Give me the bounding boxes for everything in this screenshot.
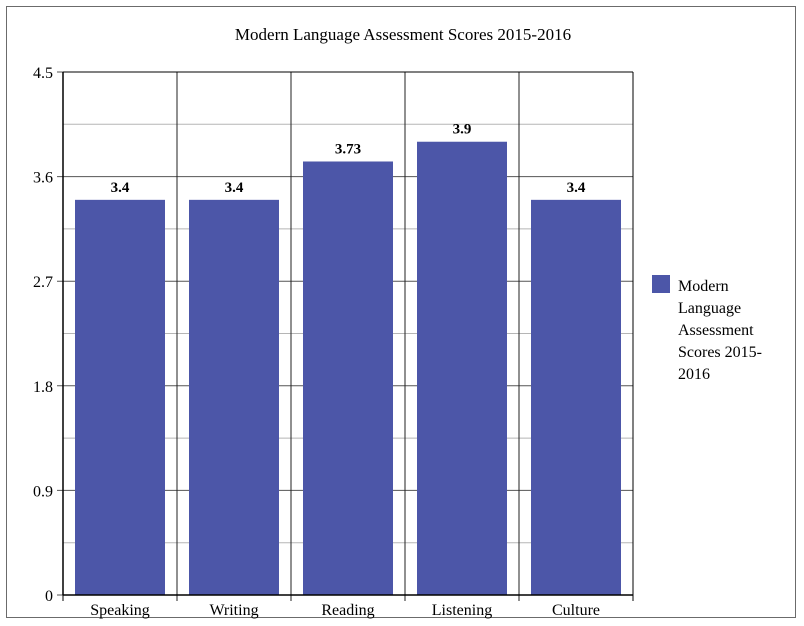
y-tick-labels: 0 0.9 1.8 2.7 3.6 4.5 xyxy=(33,65,53,605)
data-label-listening: 3.9 xyxy=(453,122,472,138)
chart-title: Modern Language Assessment Scores 2015-2… xyxy=(235,25,571,44)
bars xyxy=(75,141,621,596)
x-tick-label-speaking: Speaking xyxy=(90,602,150,619)
data-label-culture: 3.4 xyxy=(567,180,586,196)
legend-swatch xyxy=(652,275,670,293)
x-tick-labels: Speaking Writing Reading Listening Culture xyxy=(90,602,600,619)
y-tick-label: 1.8 xyxy=(33,379,53,396)
x-tick-label-listening: Listening xyxy=(432,602,492,619)
axes xyxy=(62,71,634,601)
y-tick-label: 0 xyxy=(45,588,53,605)
legend: Modern Language Assessment Scores 2015-2016 xyxy=(652,275,762,383)
y-tick-label: 3.6 xyxy=(33,170,53,187)
x-tick-label-culture: Culture xyxy=(552,602,600,619)
data-label-writing: 3.4 xyxy=(225,180,244,196)
data-label-reading: 3.73 xyxy=(335,141,361,157)
y-tick-label: 4.5 xyxy=(33,65,53,82)
data-label-speaking: 3.4 xyxy=(111,180,130,196)
data-labels: 3.4 3.4 3.73 3.9 3.4 xyxy=(111,122,586,196)
y-tick-label: 0.9 xyxy=(33,483,53,500)
bar-listening xyxy=(417,141,507,595)
bar-speaking xyxy=(75,199,165,595)
y-tick-label: 2.7 xyxy=(33,274,53,291)
bar-reading xyxy=(303,161,393,596)
x-tick-label-writing: Writing xyxy=(209,602,258,619)
x-tick-label-reading: Reading xyxy=(321,602,374,619)
bar-writing xyxy=(189,199,279,595)
bar-culture xyxy=(531,199,621,595)
legend-entry: Modern Language Assessment Scores 2015-2016 xyxy=(678,278,762,383)
